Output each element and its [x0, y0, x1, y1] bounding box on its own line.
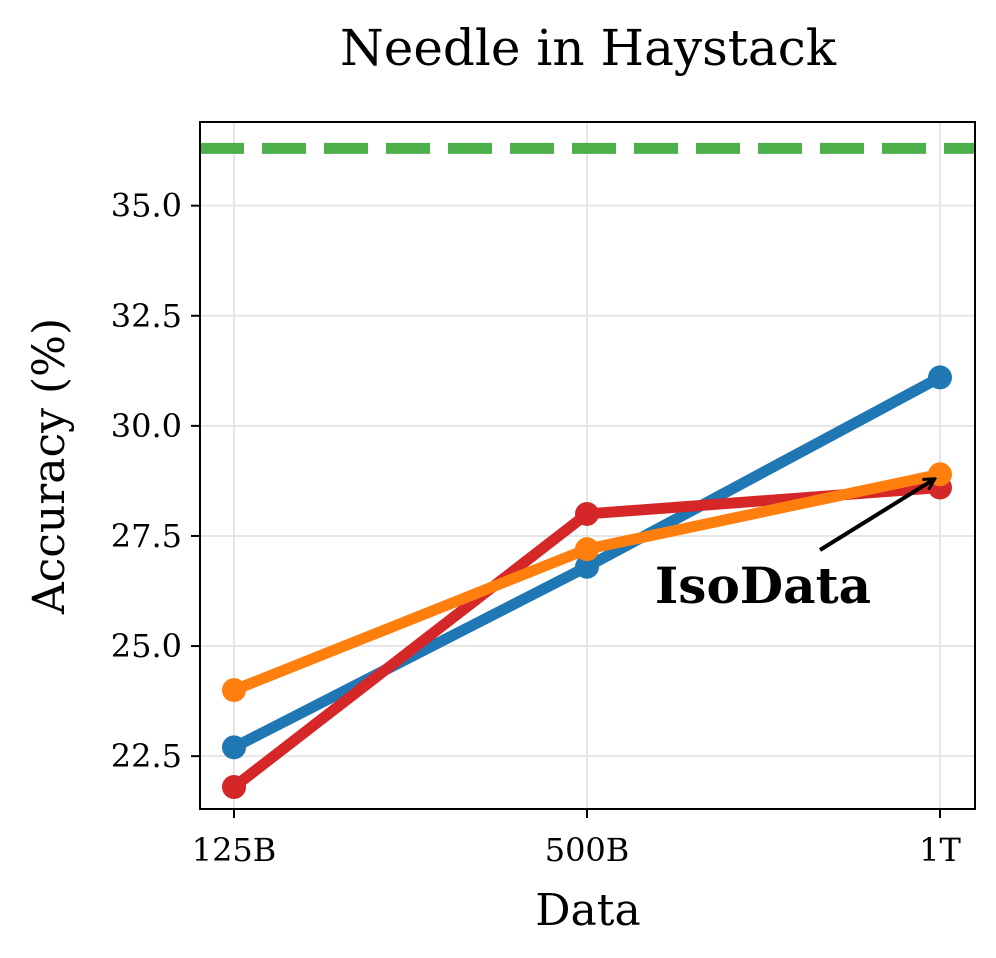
y-tick-label: 32.5 [111, 297, 182, 335]
annotation-label: IsoData [655, 556, 871, 615]
series-point-1 [575, 501, 599, 526]
y-tick-label: 35.0 [111, 187, 182, 225]
x-tick-label: 125B [192, 831, 277, 869]
series-point-0 [928, 365, 952, 390]
annotation: IsoData [655, 479, 934, 615]
y-axis-ticks: 22.5 25.0 27.5 30.0 32.5 35.0 [111, 187, 200, 775]
y-tick-label: 25.0 [111, 627, 182, 665]
series-point-2 [222, 678, 246, 703]
x-axis-ticks: 125B 500B 1T [192, 809, 962, 869]
series-point-1 [222, 774, 246, 799]
annotation-arrow [818, 479, 934, 552]
y-tick-label: 30.0 [111, 407, 182, 445]
grid [200, 122, 975, 809]
y-axis-label: Accuracy (%) [24, 318, 75, 615]
x-tick-label: 500B [545, 831, 630, 869]
series-point-2 [575, 537, 599, 562]
y-tick-label: 27.5 [111, 517, 182, 555]
series-point-0 [222, 735, 246, 760]
chart-title: Needle in Haystack [340, 19, 837, 77]
series-layer [222, 365, 952, 799]
x-axis-label: Data [535, 885, 640, 936]
x-tick-label: 1T [919, 831, 961, 869]
y-tick-label: 22.5 [111, 737, 182, 775]
series-point-0 [575, 554, 599, 579]
